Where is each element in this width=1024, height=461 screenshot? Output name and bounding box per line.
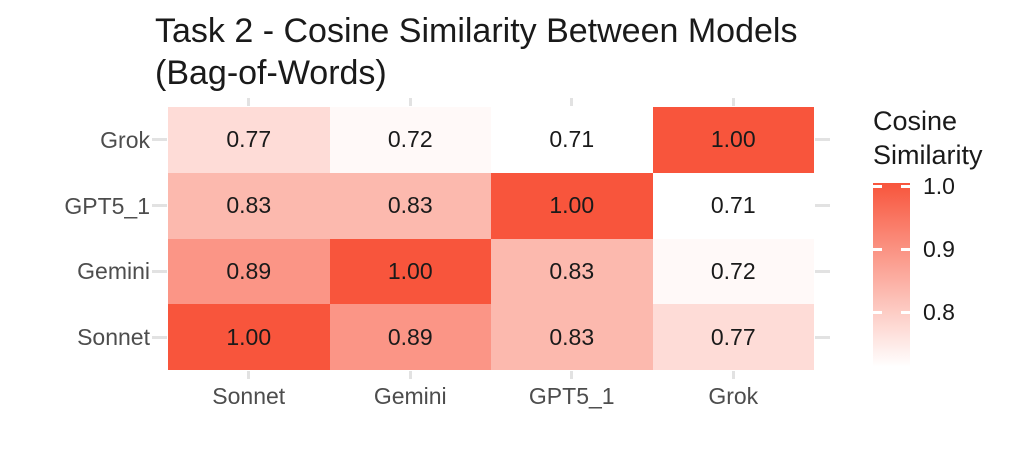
heatmap-cell-Gemini-GPT5_1: 0.83 — [491, 238, 653, 305]
heatmap-grid: 0.77 0.72 0.71 1.00 0.83 0.83 1.00 0.71 0.89 1.00… — [168, 107, 814, 370]
legend-bar-tick — [901, 310, 910, 314]
chart-title: Task 2 - Cosine Similarity Between Model… — [155, 10, 797, 94]
y-axis-label-Grok: Grok — [100, 126, 150, 153]
heatmap-cell-Gemini-Gemini: 1.00 — [329, 238, 491, 305]
heatmap-cell-Sonnet-Gemini: 0.89 — [329, 304, 491, 370]
x-axis-label-Sonnet: Sonnet — [212, 383, 286, 409]
legend-title-line1: Cosine — [873, 106, 958, 136]
x-axis-tick-bottom — [247, 371, 251, 379]
y-axis-label-Gemini: Gemini — [77, 258, 150, 285]
heatmap-cell-GPT5_1-GPT5_1: 1.00 — [491, 172, 653, 239]
x-axis-tick-top — [408, 98, 412, 106]
x-axis-tick-top — [570, 98, 574, 106]
legend-title: Cosine Similarity — [873, 104, 983, 172]
y-axis-tick-left — [152, 138, 167, 142]
x-axis-label-GPT5_1: GPT5_1 — [528, 383, 615, 409]
heatmap-cell-Sonnet-Grok: 0.77 — [652, 304, 814, 370]
heatmap-cell-Gemini-Sonnet: 0.89 — [168, 238, 330, 305]
legend-colorbar — [873, 183, 910, 367]
y-axis-tick-right — [815, 335, 830, 339]
y-axis-tick-right — [815, 204, 830, 208]
x-axis-tick-bottom — [731, 371, 735, 379]
legend-bar-tick — [873, 184, 882, 188]
y-axis-tick-left — [152, 335, 167, 339]
heatmap-cell-Grok-Grok: 1.00 — [652, 107, 814, 173]
heatmap-cell-Sonnet-Sonnet: 1.00 — [168, 304, 330, 370]
heatmap-cell-Grok-Sonnet: 0.77 — [168, 107, 330, 173]
legend-tick-label-1.0: 1.0 — [923, 173, 955, 199]
y-axis-tick-right — [815, 138, 830, 142]
y-axis-tick-left — [152, 204, 167, 208]
y-axis-tick-left — [152, 269, 167, 273]
y-axis-tick-right — [815, 269, 830, 273]
chart-title-line2: (Bag-of-Words) — [155, 54, 387, 92]
legend-title-line2: Similarity — [873, 140, 983, 170]
x-axis-label-Grok: Grok — [708, 383, 759, 409]
x-axis-tick-top — [731, 98, 735, 106]
x-axis-tick-bottom — [570, 371, 574, 379]
legend-bar-tick — [901, 247, 910, 251]
x-axis-tick-bottom — [408, 371, 412, 379]
heatmap-cell-Grok-Gemini: 0.72 — [329, 107, 491, 173]
legend-bar-tick — [873, 247, 882, 251]
heatmap-cell-Sonnet-GPT5_1: 0.83 — [491, 304, 653, 370]
chart-title-line1: Task 2 - Cosine Similarity Between Model… — [155, 12, 798, 50]
x-axis-tick-top — [247, 98, 251, 106]
heatmap-cell-GPT5_1-Grok: 0.71 — [652, 172, 814, 239]
y-axis-label-GPT5_1: GPT5_1 — [64, 192, 150, 219]
legend-bar-tick — [873, 310, 882, 314]
y-axis-label-Sonnet: Sonnet — [77, 324, 150, 351]
x-axis-label-Gemini: Gemini — [373, 383, 447, 409]
heatmap-cell-Grok-GPT5_1: 0.71 — [491, 107, 653, 173]
legend-tick-label-0.8: 0.8 — [923, 299, 955, 325]
legend-tick-label-0.9: 0.9 — [923, 236, 955, 262]
heatmap-cell-GPT5_1-Gemini: 0.83 — [329, 172, 491, 239]
heatmap-cell-Gemini-Grok: 0.72 — [652, 238, 814, 305]
legend-bar-tick — [901, 184, 910, 188]
heatmap-cell-GPT5_1-Sonnet: 0.83 — [168, 172, 330, 239]
